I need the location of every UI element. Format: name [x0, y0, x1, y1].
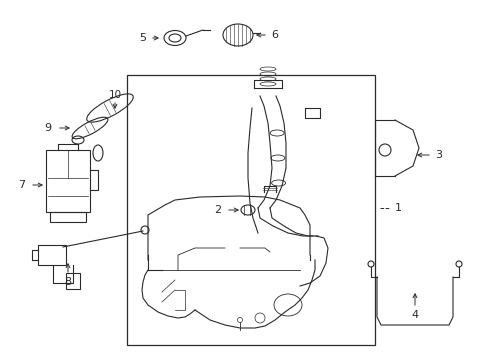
Bar [38, 245, 66, 265]
Text: 7: 7 [19, 180, 25, 190]
Text: 9: 9 [44, 123, 51, 133]
Text: 4: 4 [410, 310, 418, 320]
Bar [66, 273, 80, 289]
Bar [50, 212, 86, 222]
Text: 3: 3 [435, 150, 442, 160]
Bar [46, 150, 90, 212]
Text: 8: 8 [64, 277, 71, 287]
Bar [127, 75, 374, 345]
Text: 10: 10 [108, 90, 122, 100]
Text: 6: 6 [271, 30, 278, 40]
Text: 1: 1 [394, 203, 401, 213]
Text: 5: 5 [139, 33, 146, 43]
Text: 2: 2 [214, 205, 221, 215]
